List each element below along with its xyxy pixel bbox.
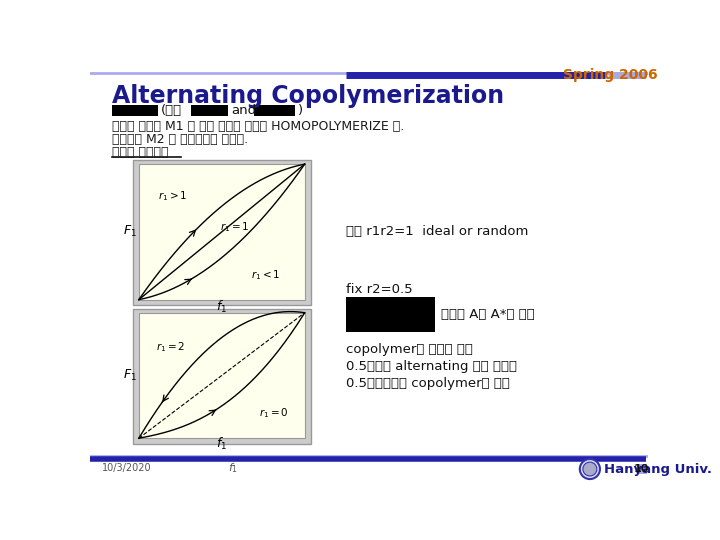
Text: Spring 2006: Spring 2006	[563, 68, 657, 82]
Text: 0.5까지는 alternating 으로 가다가: 0.5까지는 alternating 으로 가다가	[346, 360, 517, 373]
Text: $r_1>1$: $r_1>1$	[158, 190, 188, 204]
Text: 결국 r1r2=1  ideal or random: 결국 r1r2=1 ideal or random	[346, 225, 528, 238]
Text: $r_1=1$: $r_1=1$	[220, 220, 250, 234]
Text: (특히: (특히	[161, 104, 182, 117]
Bar	[346, 296, 435, 332]
Text: $f_1$: $f_1$	[228, 461, 238, 475]
Bar	[139, 313, 305, 438]
Text: $f_1$: $f_1$	[216, 299, 228, 315]
Circle shape	[583, 462, 597, 476]
Text: 10: 10	[634, 464, 649, 474]
Bar	[112, 105, 158, 116]
Text: $r_1=0$: $r_1=0$	[259, 407, 289, 421]
Text: 입률을 바꾸어서: 입률을 바꾸어서	[112, 146, 168, 159]
Text: $F_1$: $F_1$	[122, 224, 137, 239]
Text: $f_1$: $f_1$	[216, 436, 228, 453]
Bar	[637, 464, 647, 475]
Text: Hanyang Univ.: Hanyang Univ.	[604, 463, 712, 476]
Text: 그다음에 M2 가 부수적으로 중합함.: 그다음에 M2 가 부수적으로 중합함.	[112, 133, 248, 146]
Text: fix r2=0.5: fix r2=0.5	[346, 283, 413, 296]
Text: $r_1<1$: $r_1<1$	[251, 268, 281, 282]
Text: and: and	[231, 104, 256, 117]
Text: 이때는 모노머 M1 이 모두 소비될 때까지 HOMOPOLYMERIZE 함.: 이때는 모노머 M1 이 모두 소비될 때까지 HOMOPOLYMERIZE 함…	[112, 120, 404, 133]
Text: copolymer를 만들지 못함: copolymer를 만들지 못함	[346, 343, 472, 356]
Text: ): )	[297, 104, 303, 117]
Text: $F_1$: $F_1$	[122, 368, 137, 383]
Bar	[132, 309, 311, 444]
Bar	[132, 160, 311, 305]
Bar	[139, 164, 305, 300]
Circle shape	[580, 459, 600, 479]
Text: $r_1=2$: $r_1=2$	[156, 340, 185, 354]
Text: 0.5이상에서는 copolymer로 안됨: 0.5이상에서는 copolymer로 안됨	[346, 377, 510, 390]
Text: 모노머 A와 A*가 첫가: 모노머 A와 A*가 첫가	[441, 308, 535, 321]
Bar	[191, 105, 228, 116]
Text: Alternating Copolymerization: Alternating Copolymerization	[112, 84, 504, 107]
Text: 10/3/2020: 10/3/2020	[102, 463, 151, 473]
Bar	[254, 105, 294, 116]
